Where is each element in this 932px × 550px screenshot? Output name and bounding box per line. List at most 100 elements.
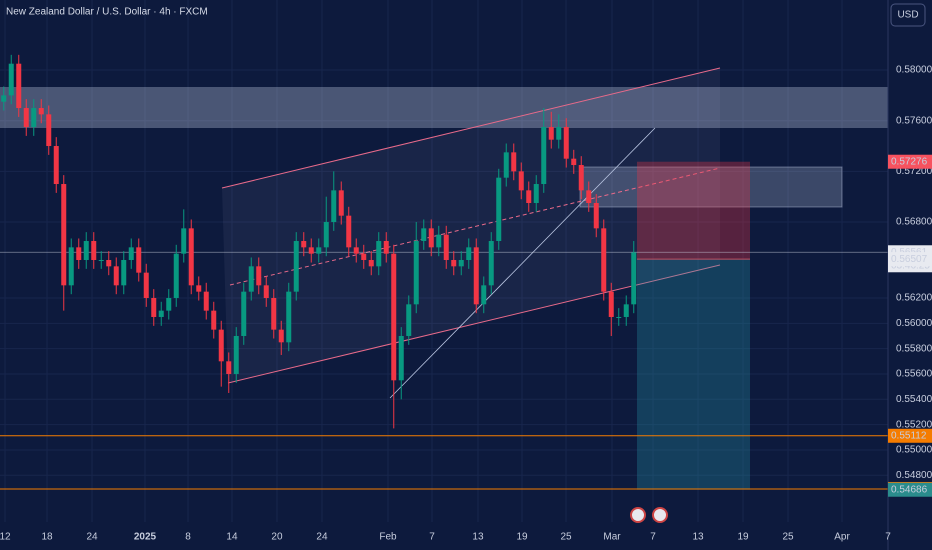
entry-price-tag-background: [888, 252, 932, 267]
target-price-tag: 0.54686: [891, 484, 928, 495]
candle-body: [593, 203, 599, 229]
candle-body: [346, 215, 352, 248]
x-tick-label: 25: [560, 532, 572, 543]
x-tick-label: 24: [316, 532, 328, 543]
candle-body: [308, 247, 314, 254]
candle-body: [61, 184, 67, 286]
y-tick-label: 0.58000: [896, 65, 932, 76]
candle-body: [1, 95, 7, 102]
candle-body: [271, 297, 277, 330]
candle-body: [181, 228, 187, 254]
channel-fill: [222, 68, 720, 383]
resistance-zone: [0, 87, 888, 128]
candle-body: [301, 241, 307, 248]
y-tick-label: 0.55600: [896, 369, 932, 380]
candle-body: [128, 247, 134, 260]
candle-body: [83, 241, 89, 260]
candle-body: [46, 114, 52, 147]
candle-body: [586, 190, 592, 204]
x-tick-label: 19: [737, 532, 749, 543]
y-tick-label: 0.55000: [896, 445, 932, 456]
candle-body: [361, 253, 367, 260]
candle-body: [368, 260, 374, 267]
candle-body: [323, 222, 329, 248]
candle-body: [601, 228, 607, 292]
candle-body: [623, 304, 629, 317]
y-tick-label: 0.56800: [896, 217, 932, 228]
candle-body: [121, 260, 127, 286]
y-tick-label: 0.55400: [896, 394, 932, 405]
y-tick-label: 0.56200: [896, 293, 932, 304]
candle-body: [173, 253, 179, 298]
candles: [1, 54, 637, 429]
candle-body: [458, 260, 464, 267]
candle-body: [451, 260, 457, 267]
candle-body: [226, 361, 232, 374]
candle-body: [473, 247, 479, 305]
candle-body: [421, 228, 427, 242]
candle-body: [383, 241, 389, 254]
candle-body: [571, 158, 577, 166]
candle-body: [53, 146, 59, 185]
candle-body: [398, 335, 404, 381]
target-price-tag-background: [888, 482, 932, 497]
candle-body: [376, 241, 382, 267]
candle-body: [256, 266, 262, 286]
candle-body: [338, 190, 344, 216]
candle-body: [241, 291, 247, 336]
candle-body: [563, 127, 569, 159]
axis-background: [888, 0, 932, 550]
grid: [0, 0, 889, 522]
target-zone: [637, 259, 750, 490]
x-tick-label: Feb: [379, 532, 397, 543]
candle-body: [503, 152, 509, 178]
y-tick-label: 0.57200: [896, 166, 932, 177]
candle-body: [511, 152, 517, 172]
candle-body: [533, 184, 539, 204]
x-tick-label: 25: [782, 532, 794, 543]
event-icon[interactable]: [652, 507, 668, 523]
y-tick-label: 0.56000: [896, 318, 932, 329]
candle-body: [113, 266, 119, 286]
x-tick-label: 7: [885, 532, 891, 543]
candle-body: [286, 291, 292, 343]
candle-body: [196, 285, 202, 292]
event-icon[interactable]: [630, 507, 646, 523]
candle-body: [98, 260, 104, 261]
time-axis-background: [0, 522, 888, 550]
candle-body: [38, 108, 44, 115]
currency-label[interactable]: USD: [897, 10, 918, 21]
currency-button[interactable]: [890, 3, 926, 27]
candle-body: [541, 127, 547, 185]
x-tick-label: Mar: [603, 532, 621, 543]
candle-body: [143, 272, 149, 298]
candle-body: [31, 108, 37, 128]
candle-body: [466, 247, 472, 260]
candle-body: [578, 165, 584, 191]
candle-body: [8, 63, 14, 96]
x-tick-label: 20: [271, 532, 283, 543]
supply-zone: [579, 166, 843, 208]
candle-body: [518, 171, 524, 191]
x-tick-label: 7: [429, 532, 435, 543]
stop-price-tag-background: [888, 154, 932, 169]
y-tick-label: 0.55800: [896, 343, 932, 354]
x-tick-label: 19: [516, 532, 528, 543]
x-tick-label: 18: [41, 532, 53, 543]
candle-body: [293, 241, 299, 292]
candle-body: [91, 241, 97, 260]
candle-body: [548, 127, 554, 140]
candle-body: [136, 247, 142, 273]
x-tick-label: 13: [692, 532, 704, 543]
candle-body: [443, 234, 449, 260]
candle-body: [608, 291, 614, 317]
candle-body: [436, 234, 442, 248]
channel-lower: [227, 264, 721, 384]
candle-body: [211, 310, 217, 330]
candle-body: [413, 241, 419, 305]
y-tick-label: 0.54800: [896, 470, 932, 481]
candle-body: [353, 247, 359, 254]
x-tick-label: Apr: [834, 532, 850, 543]
